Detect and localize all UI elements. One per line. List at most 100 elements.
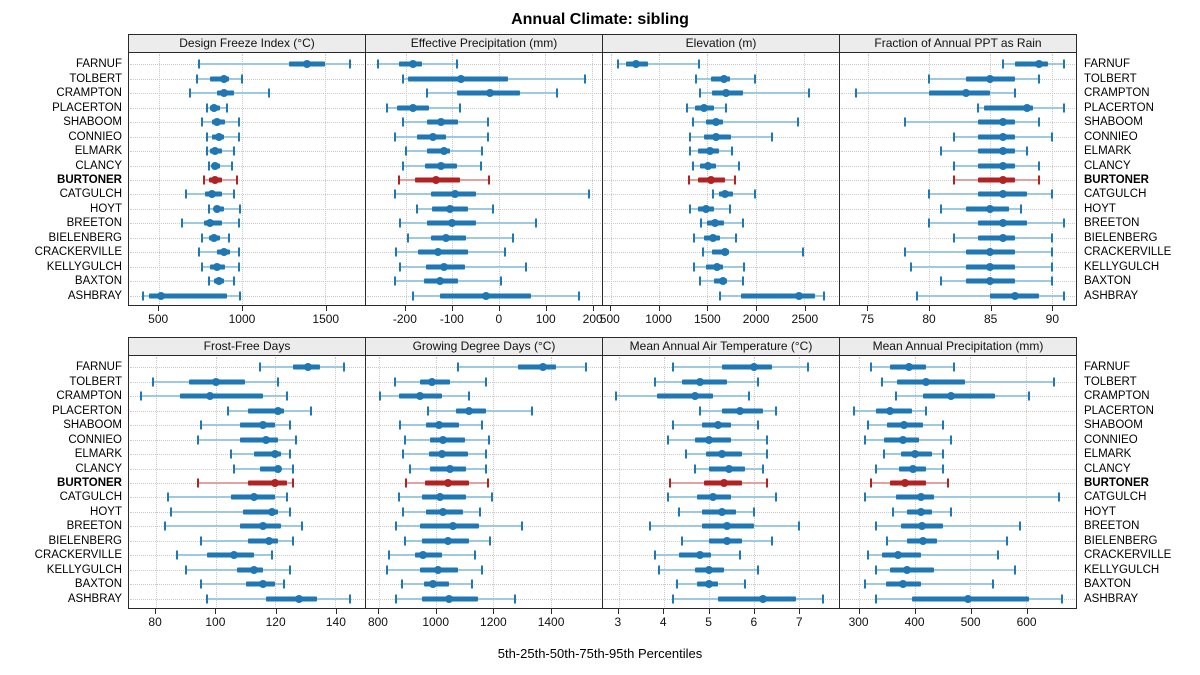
median-dot <box>427 377 436 386</box>
tick-gridline <box>970 357 972 607</box>
panel-plot <box>128 53 366 306</box>
row-gridline <box>367 425 601 427</box>
median-dot <box>986 248 995 257</box>
whisker-cap-high <box>743 579 746 589</box>
axis-tick-label: 400 <box>904 615 925 629</box>
whisker-cap-high <box>231 161 234 171</box>
whisker-cap-high <box>807 88 810 98</box>
axis-tick <box>867 306 869 311</box>
whisker-cap-high <box>530 406 533 416</box>
whisker-cap-high <box>491 204 494 214</box>
site-label: CLANCY <box>75 159 122 172</box>
whisker-cap-low <box>139 391 142 401</box>
median-dot <box>206 219 215 228</box>
whisker-cap-low <box>166 492 169 502</box>
percentile-row <box>840 144 1076 158</box>
panel-rows <box>840 53 1076 305</box>
whisker-cap-high <box>806 362 809 372</box>
iqr-bar <box>681 379 727 385</box>
percentile-row <box>129 231 365 245</box>
site-label: FARNUF <box>1084 58 1130 71</box>
median-dot <box>457 74 466 83</box>
median-dot <box>211 175 220 184</box>
whisker-cap-high <box>1062 103 1065 113</box>
whisker-cap-low <box>940 204 943 214</box>
median-dot <box>1023 103 1032 112</box>
percentile-row <box>603 71 839 85</box>
axis-tick <box>858 609 860 614</box>
site-label: CLANCY <box>1084 462 1131 475</box>
percentile-row <box>603 202 839 216</box>
whisker-line <box>208 207 241 210</box>
whisker-cap-high <box>286 492 289 502</box>
site-label: CRAMPTON <box>56 390 122 403</box>
whisker-cap-high <box>470 579 473 589</box>
median-dot <box>718 450 727 459</box>
whisker-line <box>197 481 294 484</box>
percentile-row <box>366 519 602 533</box>
site-label: TOLBERT <box>69 72 122 85</box>
whisker-cap-high <box>277 377 280 387</box>
site-label: CRACKERVILLE <box>1084 549 1172 562</box>
site-label: SHABOOM <box>63 116 122 129</box>
iqr-bar <box>418 249 468 255</box>
tick-gridline <box>663 357 665 607</box>
site-label: CRAMPTON <box>1084 390 1150 403</box>
median-dot <box>437 161 446 170</box>
whisker-cap-high <box>480 161 483 171</box>
median-dot <box>720 478 729 487</box>
row-gridline <box>367 64 601 66</box>
axis-tick-label: 4 <box>659 615 667 629</box>
median-dot <box>910 450 919 459</box>
whisker-cap-low <box>385 103 388 113</box>
site-label: BIELENBERG <box>48 534 123 547</box>
percentile-row <box>366 187 602 201</box>
whisker-cap-high <box>488 435 490 445</box>
axis-tick-label: 500 <box>599 312 620 326</box>
site-label: ASHBRAY <box>67 592 122 605</box>
median-dot <box>259 580 268 589</box>
row-gridline <box>130 107 364 109</box>
axis-tick-label: -100 <box>439 312 464 326</box>
whisker-line <box>208 164 233 167</box>
whisker-cap-high <box>555 88 558 98</box>
axis-tick-label: -200 <box>392 312 417 326</box>
percentile-row <box>840 158 1076 172</box>
percentile-row <box>603 115 839 129</box>
site-label: TOLBERT <box>1084 375 1137 388</box>
site-label: CLANCY <box>75 462 122 475</box>
axis-tick <box>756 306 758 311</box>
median-dot <box>219 74 228 83</box>
whisker-cap-high <box>310 406 313 416</box>
row-gridline <box>367 511 601 513</box>
axis-tick-label: 1000 <box>645 312 672 326</box>
site-label: CATGULCH <box>1084 188 1147 201</box>
whisker-cap-low <box>426 406 429 416</box>
whisker-cap-low <box>163 521 166 531</box>
axis-tick <box>804 306 806 311</box>
tick-gridline <box>755 54 757 304</box>
percentile-row <box>366 403 602 417</box>
row-gridline <box>841 511 1075 513</box>
median-dot <box>712 118 721 127</box>
median-dot <box>419 551 428 560</box>
median-dot <box>250 565 259 574</box>
whisker-cap-low <box>403 435 406 445</box>
whisker-cap-high <box>754 189 757 199</box>
axis-tick-label: 75 <box>860 312 875 326</box>
median-dot <box>947 392 956 401</box>
whisker-cap-low <box>699 218 702 228</box>
whisker-cap-high <box>511 233 514 243</box>
row-gridline <box>367 165 601 167</box>
percentile-row <box>129 274 365 288</box>
whisker-cap-high <box>1050 262 1053 272</box>
whisker-cap-high <box>802 247 805 257</box>
tick-gridline <box>378 357 380 607</box>
percentile-row <box>603 144 839 158</box>
whisker-cap-low <box>199 579 202 589</box>
strip-spacer <box>1077 34 1198 53</box>
whisker-cap-high <box>578 291 581 301</box>
site-label: ELMARK <box>74 448 122 461</box>
whisker-cap-high <box>237 117 240 127</box>
whisker-cap-high <box>486 478 489 488</box>
